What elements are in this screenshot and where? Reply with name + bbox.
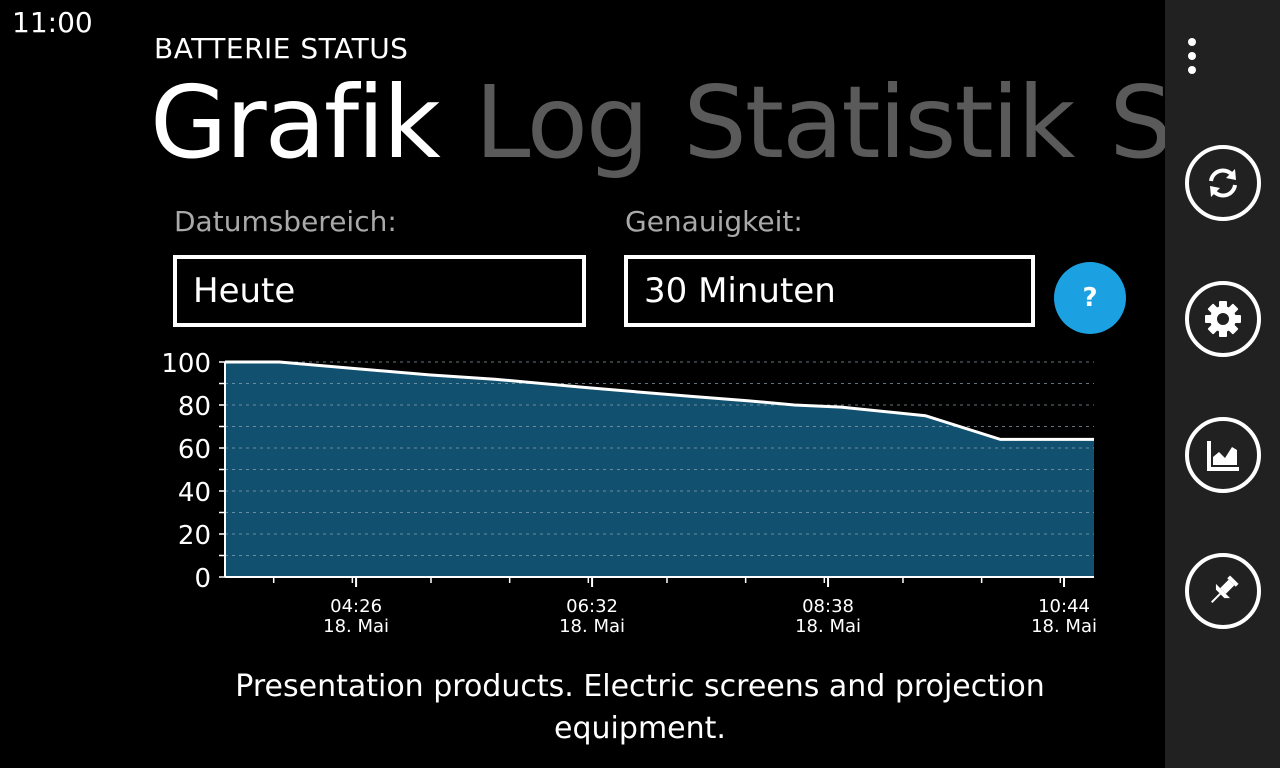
pivot-item-log[interactable]: Log (474, 64, 650, 181)
y-tick-label: 0 (194, 564, 211, 594)
pivot-item-next[interactable]: S (1109, 64, 1165, 181)
y-tick-label: 60 (178, 435, 211, 465)
x-tick-time: 06:32 (566, 596, 618, 617)
pivot-header: Grafik Log Statistik S (150, 60, 1165, 185)
help-button[interactable]: ? (1054, 262, 1126, 334)
more-icon[interactable] (1188, 38, 1208, 82)
settings-button[interactable] (1185, 281, 1261, 357)
pivot-item-grafik[interactable]: Grafik (150, 64, 441, 181)
y-tick-label: 40 (178, 478, 211, 508)
app-bar (1165, 0, 1280, 768)
y-tick-label: 20 (178, 521, 211, 551)
date-range-label: Datumsbereich: (174, 205, 397, 238)
app-title: BATTERIE STATUS (154, 32, 409, 65)
status-time: 11:00 (12, 6, 93, 39)
x-tick-time: 08:38 (802, 596, 854, 617)
x-tick-time: 10:44 (1038, 596, 1090, 617)
accuracy-select[interactable]: 30 Minuten (624, 255, 1035, 327)
accuracy-label: Genauigkeit: (625, 205, 803, 238)
x-tick-date: 18. Mai (795, 616, 861, 637)
x-tick-date: 18. Mai (323, 616, 389, 637)
y-tick-label: 80 (178, 392, 211, 422)
chart-line (225, 360, 1094, 441)
date-range-select[interactable]: Heute (173, 255, 586, 327)
pin-icon (1210, 575, 1239, 604)
refresh-button[interactable] (1185, 145, 1261, 221)
pin-button[interactable] (1185, 553, 1261, 629)
x-tick-date: 18. Mai (559, 616, 625, 637)
gear-icon (1205, 301, 1241, 337)
chart-button[interactable] (1185, 417, 1261, 493)
x-tick-time: 04:26 (330, 596, 382, 617)
refresh-icon (1209, 168, 1237, 198)
x-tick-date: 18. Mai (1031, 616, 1097, 637)
chart-icon (1207, 441, 1239, 471)
y-tick-label: 100 (161, 349, 211, 379)
pivot-item-statistik[interactable]: Statistik (683, 64, 1075, 181)
caption-text: Presentation products. Electric screens … (235, 669, 1045, 746)
